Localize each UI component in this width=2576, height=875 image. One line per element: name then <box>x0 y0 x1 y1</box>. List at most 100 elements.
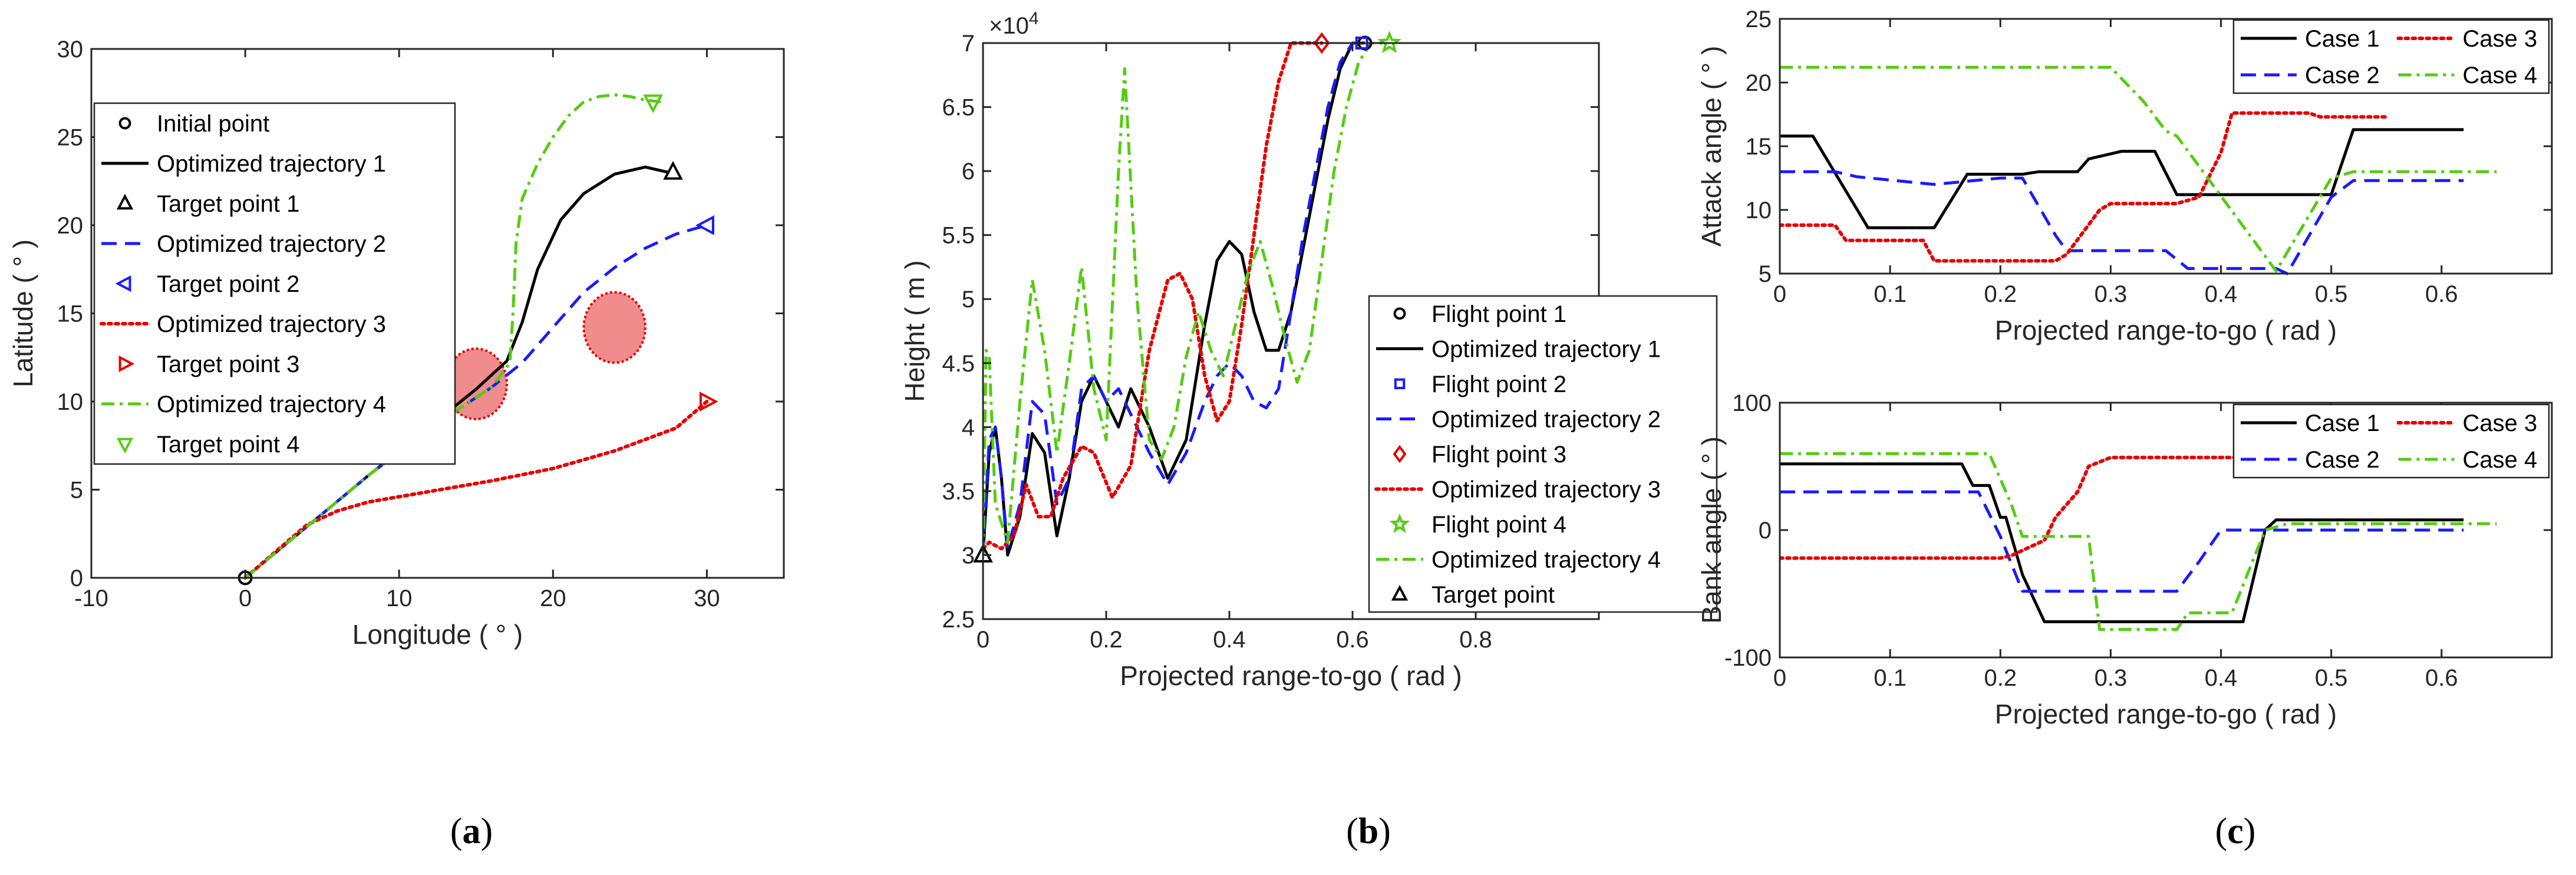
legend-label: Target point 3 <box>157 351 299 377</box>
legend-box <box>2232 403 2550 479</box>
legend-marker <box>118 117 131 130</box>
legend-label: Optimized trajectory 3 <box>1432 477 1661 503</box>
panel-label: (c) <box>2215 811 2256 851</box>
y-tick-label: 10 <box>57 389 84 415</box>
y-axis-label: Attack angle ( ° ) <box>1696 46 1727 247</box>
legend-item: Target point 2 <box>115 271 299 297</box>
x-axis-label: Projected range-to-go ( rad ) <box>1995 315 2337 346</box>
series-line-3 <box>1780 455 2389 560</box>
marker-target-point-2 <box>695 215 714 235</box>
legend: Initial point Optimized trajectory 1 Targe… <box>93 102 456 465</box>
legend-item: Case 2 <box>2241 447 2380 473</box>
y-tick-label: 25 <box>57 125 84 151</box>
y-tick-label: 3.5 <box>942 479 975 505</box>
series-line-3 <box>243 400 709 580</box>
legend-item: Target point 4 <box>116 432 299 458</box>
legend-marker <box>1393 307 1406 320</box>
y-axis-label: Bank angle ( ° ) <box>1696 436 1727 624</box>
y-tick-label: 15 <box>57 301 84 327</box>
x-tick-label: 0.5 <box>2315 665 2348 691</box>
legend-label: Case 2 <box>2305 63 2380 88</box>
series-line-4 <box>1780 65 2497 273</box>
legend-marker <box>115 275 131 292</box>
legend-label: Optimized trajectory 3 <box>157 311 386 337</box>
x-tick-label: 0.6 <box>2425 281 2458 307</box>
x-tick-label: 0.8 <box>1459 627 1492 653</box>
y-tick-label: 20 <box>57 213 84 239</box>
x-tick-label: 10 <box>386 585 413 611</box>
x-tick-label: 0.4 <box>1213 627 1246 653</box>
legend: Flight point 1 Optimized trajectory 1 Flig… <box>1368 295 1718 613</box>
legend: Case 1 Case 3 Case 2 Case 4 <box>2232 19 2550 94</box>
x-tick-label: 0.2 <box>1090 627 1123 653</box>
y-axis-label: Height ( m ) <box>899 260 930 402</box>
marker-target-point-3 <box>699 392 718 412</box>
x-axis-label: Projected range-to-go ( rad ) <box>1120 660 1462 691</box>
y-tick-label: 5 <box>962 287 975 312</box>
series-group <box>1780 452 2497 631</box>
legend-label: Initial point <box>157 111 269 137</box>
legend-item: Case 3 <box>2396 410 2537 436</box>
legend-label: Optimized trajectory 4 <box>157 392 386 417</box>
legend-item: Optimized trajectory 3 <box>100 311 386 337</box>
legend-marker <box>1393 445 1407 463</box>
legend-label: Target point 2 <box>157 271 299 297</box>
legend-item: Target point 3 <box>118 351 299 377</box>
legend-marker <box>118 355 135 373</box>
legend-item: Case 4 <box>2398 63 2538 88</box>
legend-item: Optimized trajectory 3 <box>1374 477 1661 503</box>
legend-label: Flight point 2 <box>1432 371 1566 397</box>
legend-item: Case 1 <box>2241 26 2380 52</box>
legend-item: Optimized trajectory 2 <box>1376 406 1661 432</box>
y-tick-label: 7 <box>962 31 975 57</box>
legend-label: Case 4 <box>2463 447 2538 473</box>
y-tick-label: 10 <box>1746 198 1772 223</box>
legend-marker <box>116 438 134 454</box>
series-line-3 <box>983 41 1324 551</box>
legend-label: Target point <box>1432 582 1555 608</box>
x-tick-label: 0 <box>977 627 989 653</box>
x-tick-label: 0.3 <box>2095 665 2128 691</box>
x-tick-label: 0 <box>1773 281 1786 307</box>
legend-label: Optimized trajectory 2 <box>157 231 386 257</box>
x-tick-label: 0 <box>1773 665 1786 691</box>
x-tick-label: 30 <box>694 585 720 611</box>
legend-label: Optimized trajectory 2 <box>1432 406 1661 432</box>
y-tick-label: 4 <box>962 415 975 440</box>
x-tick-label: 0.2 <box>1984 665 2017 691</box>
series-line-2 <box>983 41 1365 555</box>
legend-item: Flight point 2 <box>1394 371 1566 397</box>
x-tick-label: 0.4 <box>2205 281 2238 307</box>
x-tick-label: 0.1 <box>1874 665 1907 691</box>
x-tick-label: -10 <box>74 585 108 611</box>
legend-item: Optimized trajectory 1 <box>1376 336 1661 362</box>
legend-label: Case 1 <box>2305 26 2380 52</box>
legend-item: Target point <box>1391 582 1555 608</box>
legend-item: Flight point 1 <box>1393 301 1566 327</box>
y-tick-label: 2.5 <box>942 607 975 633</box>
legend-label: Case 1 <box>2305 410 2380 436</box>
legend-item: Flight point 3 <box>1393 442 1566 468</box>
legend-item: Flight point 4 <box>1389 512 1566 538</box>
legend-label: Optimized trajectory 1 <box>157 151 386 177</box>
legend-label: Flight point 3 <box>1432 442 1566 468</box>
legend-marker <box>116 193 134 210</box>
series-line-4 <box>983 41 1384 555</box>
legend-label: Case 4 <box>2463 63 2538 88</box>
legend-item: Optimized trajectory 2 <box>101 231 386 257</box>
marker-flight-point-3 <box>1314 32 1330 54</box>
y-tick-label: 6 <box>962 159 975 185</box>
legend-label: Case 3 <box>2463 26 2538 52</box>
legend-item: Case 2 <box>2241 63 2380 88</box>
legend-item: Target point 1 <box>116 191 299 217</box>
y-tick-label: 0 <box>1759 518 1772 544</box>
legend-box <box>93 102 456 465</box>
legend-item: Case 1 <box>2241 410 2380 436</box>
legend-item: Optimized trajectory 4 <box>1376 547 1661 573</box>
chart-b: 0 0.2 0.4 0.6 0.8 2.5 3 3.5 4 4.5 5 5.5 6 6.5 7 Project… <box>899 9 1718 691</box>
legend-marker <box>1391 584 1409 601</box>
marker-flight-point-4 <box>1377 30 1401 54</box>
x-tick-label: 0.2 <box>1984 281 2017 307</box>
